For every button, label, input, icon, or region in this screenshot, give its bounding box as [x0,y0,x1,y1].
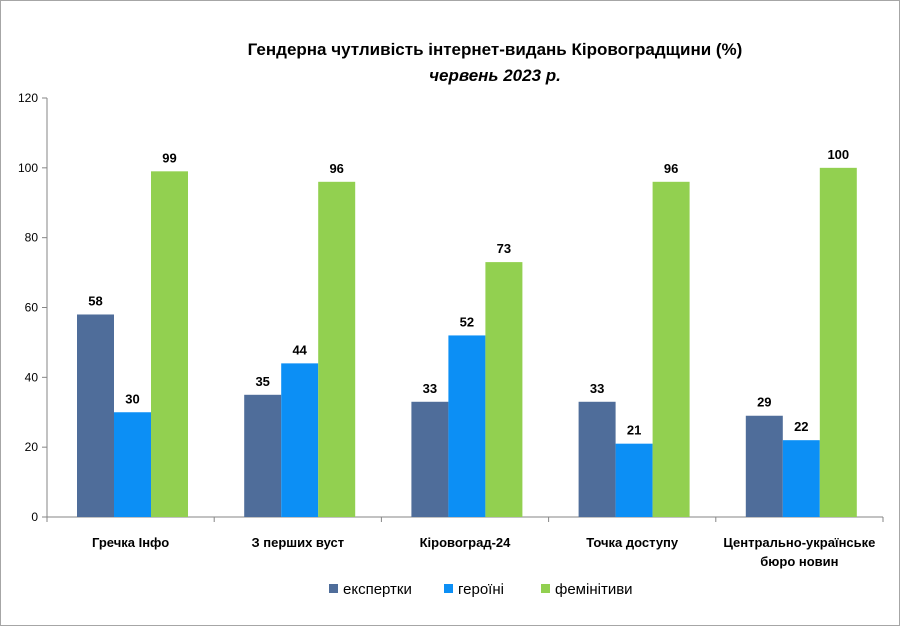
data-label: 22 [794,419,808,434]
category-label: Гречка Інфо [92,535,169,550]
legend-label: фемінітиви [555,581,633,598]
bar-1-4 [578,401,616,517]
bar-2-2 [281,363,319,517]
bar-1-2 [244,394,282,517]
data-label: 33 [423,381,437,396]
data-label: 58 [88,293,102,308]
category-label: Кіровоград-24 [420,535,512,550]
data-label: 44 [292,342,307,357]
data-label: 73 [497,241,511,256]
y-tick-label: 40 [25,370,39,384]
y-tick-label: 100 [18,161,38,175]
category-labels: Гречка Інфо З перших вуст Кіровоград-24 Точ… [92,535,875,569]
y-tick-label: 20 [25,440,39,454]
bar-1-5 [745,415,783,517]
chart-title: Гендерна чутливість інтернет-видань Кіро… [248,40,743,59]
bars [77,167,857,518]
data-label: 96 [329,161,343,176]
chart-subtitle: червень 2023 р. [429,66,561,85]
data-label: 29 [757,395,771,410]
bar-2-1 [114,412,151,517]
bar-2-4 [615,443,653,517]
bar-3-2 [318,181,356,518]
data-labels: 58 30 99 35 44 96 33 52 73 33 21 96 29 22 100 [88,147,849,438]
data-label: 21 [627,423,641,438]
data-label: 100 [827,147,849,162]
data-label: 35 [255,374,269,389]
bar-3-4 [652,181,690,518]
legend-swatch [444,584,453,593]
data-label: 30 [125,391,139,406]
bar-2-5 [782,440,820,517]
bar-1-1 [77,314,114,517]
y-tick-label: 60 [25,301,39,315]
y-tick-label: 0 [31,510,38,524]
y-tick-label: 120 [18,91,38,105]
bar-3-3 [485,262,523,517]
category-label: Точка доступу [586,535,679,550]
legend-label: експертки [343,581,412,598]
bar-3-5 [819,167,857,518]
legend-swatch [329,584,338,593]
category-label: Центрально-українське [723,535,875,550]
data-label: 99 [162,150,176,165]
legend-label: героїні [458,581,504,598]
legend: експертки героїні фемінітиви [329,581,633,598]
bar-3-1 [151,171,188,517]
data-label: 96 [664,161,678,176]
bar-1-3 [411,401,449,517]
y-tick-label: 80 [25,231,39,245]
category-label: З перших вуст [251,535,344,550]
legend-swatch [541,584,550,593]
data-label: 52 [460,314,474,329]
bar-2-3 [448,335,486,517]
category-label: бюро новин [760,554,838,569]
data-label: 33 [590,381,604,396]
